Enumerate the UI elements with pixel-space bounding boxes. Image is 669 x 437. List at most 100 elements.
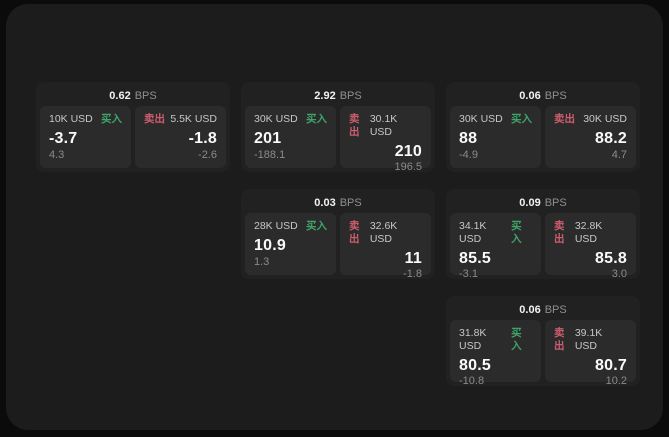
bps-unit-label: BPS	[339, 197, 362, 209]
quote-panels: 34.1K USD 买入 85.5 -3.1 卖出 32.8K USD 85.8…	[450, 213, 636, 280]
sell-price: 11	[404, 250, 422, 267]
buy-label-row: 28K USD 买入	[254, 220, 327, 233]
buy-side-label: 买入	[511, 327, 522, 352]
buy-side-label: 买入	[306, 220, 327, 232]
buy-sub-value: -4.9	[459, 149, 478, 161]
buy-sub-value: -188.1	[254, 149, 286, 161]
quote-panels: 30K USD 买入 88 -4.9 卖出 30K USD 88.2 4.7	[450, 106, 636, 168]
quote-panels: 10K USD 买入 -3.7 4.3 卖出 5.5K USD -1.8 -2.…	[40, 106, 226, 168]
sell-amount: 32.6K USD	[369, 220, 398, 245]
buy-side-label: 买入	[306, 113, 327, 125]
quote-card: 0.03 BPS 28K USD 买入 10.9 1.3 卖出 32.6K US…	[241, 189, 435, 280]
sell-sub-value: -2.6	[198, 149, 217, 161]
quote-panels: 28K USD 买入 10.9 1.3 卖出 32.6K USD 11 -1.8	[245, 213, 431, 280]
buy-side-label: 买入	[511, 113, 532, 125]
bps-value: 0.09	[519, 197, 541, 209]
sell-price: 80.7	[595, 357, 627, 374]
card-header: 2.92 BPS	[245, 86, 431, 106]
sell-quote-panel[interactable]: 卖出 30K USD 88.2 4.7	[545, 106, 636, 168]
sell-sub-value: 4.7	[611, 149, 627, 161]
buy-amount: 34.1K USD	[459, 220, 487, 245]
buy-quote-panel[interactable]: 30K USD 买入 88 -4.9	[450, 106, 541, 168]
quote-panels: 31.8K USD 买入 80.5 -10.8 卖出 39.1K USD 80.…	[450, 320, 636, 387]
buy-price: 88	[459, 130, 478, 147]
card-header: 0.03 BPS	[245, 193, 431, 213]
buy-amount: 31.8K USD	[459, 327, 487, 352]
bps-value: 2.92	[314, 90, 336, 102]
buy-label-row: 31.8K USD 买入	[459, 327, 532, 353]
sell-sub-value: 196.5	[394, 161, 422, 173]
buy-side-label: 买入	[101, 113, 122, 125]
buy-sub-value: 4.3	[49, 149, 65, 161]
buy-quote-panel[interactable]: 10K USD 买入 -3.7 4.3	[40, 106, 131, 168]
sell-side-label: 卖出	[554, 327, 565, 352]
sell-amount: 30K USD	[583, 113, 627, 125]
buy-label-row: 30K USD 买入	[254, 113, 327, 126]
sell-label-row: 卖出 32.6K USD	[349, 220, 422, 246]
buy-label-row: 34.1K USD 买入	[459, 220, 532, 246]
sell-quote-panel[interactable]: 卖出 39.1K USD 80.7 10.2	[545, 320, 636, 387]
sell-price: 88.2	[595, 130, 627, 147]
buy-amount: 30K USD	[254, 113, 298, 125]
sell-sub-value: 3.0	[611, 268, 627, 280]
buy-side-label: 买入	[511, 220, 522, 245]
app-screen: 0.62 BPS 10K USD 买入 -3.7 4.3 卖出 5.5K USD…	[6, 4, 663, 430]
buy-label-row: 10K USD 买入	[49, 113, 122, 126]
sell-quote-panel[interactable]: 卖出 32.8K USD 85.8 3.0	[545, 213, 636, 280]
quote-card: 0.62 BPS 10K USD 买入 -3.7 4.3 卖出 5.5K USD…	[36, 82, 230, 172]
sell-side-label: 卖出	[554, 113, 575, 125]
buy-amount: 28K USD	[254, 220, 298, 232]
sell-amount: 30.1K USD	[369, 113, 398, 138]
card-header: 0.62 BPS	[40, 86, 226, 106]
bps-unit-label: BPS	[544, 197, 567, 209]
buy-sub-value: -10.8	[459, 375, 485, 387]
sell-price: 210	[394, 143, 422, 160]
buy-price: -3.7	[49, 130, 78, 147]
card-header: 0.06 BPS	[450, 300, 636, 320]
sell-quote-panel[interactable]: 卖出 32.6K USD 11 -1.8	[340, 213, 431, 280]
buy-amount: 30K USD	[459, 113, 503, 125]
bps-unit-label: BPS	[339, 90, 362, 102]
buy-quote-panel[interactable]: 34.1K USD 买入 85.5 -3.1	[450, 213, 541, 280]
quote-card: 0.09 BPS 34.1K USD 买入 85.5 -3.1 卖出 32.8K…	[446, 189, 640, 280]
sell-quote-panel[interactable]: 卖出 5.5K USD -1.8 -2.6	[135, 106, 226, 168]
buy-sub-value: 1.3	[254, 256, 270, 268]
buy-quote-panel[interactable]: 28K USD 买入 10.9 1.3	[245, 213, 336, 275]
buy-quote-panel[interactable]: 31.8K USD 买入 80.5 -10.8	[450, 320, 541, 387]
quote-card: 0.06 BPS 31.8K USD 买入 80.5 -10.8 卖出 39.1…	[446, 296, 640, 387]
quote-panels: 30K USD 买入 201 -188.1 卖出 30.1K USD 210 1…	[245, 106, 431, 173]
bps-value: 0.03	[314, 197, 336, 209]
sell-label-row: 卖出 30.1K USD	[349, 113, 422, 139]
sell-side-label: 卖出	[554, 220, 565, 245]
quote-card-grid: 0.62 BPS 10K USD 买入 -3.7 4.3 卖出 5.5K USD…	[36, 82, 640, 387]
bps-value: 0.62	[109, 90, 131, 102]
bps-unit-label: BPS	[544, 304, 567, 316]
sell-sub-value: -1.8	[403, 268, 422, 280]
sell-label-row: 卖出 30K USD	[554, 113, 627, 126]
sell-price: -1.8	[188, 130, 217, 147]
buy-amount: 10K USD	[49, 113, 93, 125]
buy-price: 80.5	[459, 357, 491, 374]
sell-amount: 39.1K USD	[574, 327, 603, 352]
quote-card: 0.06 BPS 30K USD 买入 88 -4.9 卖出 30K USD 8…	[446, 82, 640, 172]
sell-label-row: 卖出 5.5K USD	[144, 113, 217, 126]
buy-price: 201	[254, 130, 282, 147]
bps-unit-label: BPS	[134, 90, 157, 102]
sell-price: 85.8	[595, 250, 627, 267]
sell-side-label: 卖出	[144, 113, 165, 125]
sell-sub-value: 10.2	[605, 375, 627, 387]
sell-label-row: 卖出 39.1K USD	[554, 327, 627, 353]
quote-card: 2.92 BPS 30K USD 买入 201 -188.1 卖出 30.1K …	[241, 82, 435, 173]
sell-amount: 5.5K USD	[170, 113, 217, 125]
card-header: 0.09 BPS	[450, 193, 636, 213]
sell-side-label: 卖出	[349, 220, 360, 245]
sell-side-label: 卖出	[349, 113, 360, 138]
buy-price: 85.5	[459, 250, 491, 267]
bps-value: 0.06	[519, 90, 541, 102]
card-header: 0.06 BPS	[450, 86, 636, 106]
sell-quote-panel[interactable]: 卖出 30.1K USD 210 196.5	[340, 106, 431, 173]
buy-quote-panel[interactable]: 30K USD 买入 201 -188.1	[245, 106, 336, 168]
bps-unit-label: BPS	[544, 90, 567, 102]
sell-label-row: 卖出 32.8K USD	[554, 220, 627, 246]
bps-value: 0.06	[519, 304, 541, 316]
